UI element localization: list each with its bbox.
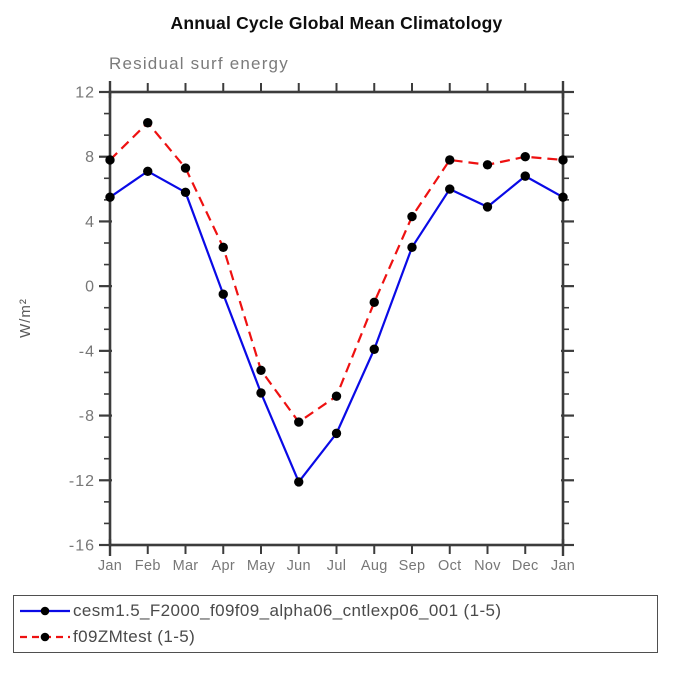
legend: cesm1.5_F2000_f09f09_alpha06_cntlexp06_0…: [13, 595, 658, 653]
data-point-s0-Dec: [520, 171, 530, 181]
y-tick-label: 8: [85, 149, 95, 166]
data-point-s0-May: [256, 388, 266, 398]
series-line-1: [109, 121, 564, 424]
data-point-s0-Feb: [143, 166, 153, 176]
x-tick-label: Feb: [135, 558, 161, 574]
legend-line-sample-solid: [20, 606, 70, 616]
chart-title: Annual Cycle Global Mean Climatology: [170, 13, 503, 33]
y-tick-label: 0: [85, 279, 95, 296]
data-point-s0-Jan: [105, 192, 115, 202]
legend-label: cesm1.5_F2000_f09f09_alpha06_cntlexp06_0…: [73, 601, 502, 620]
legend-item-series-1: f09ZMtest (1-5): [19, 626, 657, 648]
data-point-s1-Jan: [558, 155, 568, 165]
data-point-s1-Jun: [294, 417, 304, 427]
data-point-s0-Oct: [445, 184, 455, 194]
x-tick-label: Sep: [399, 558, 426, 574]
y-tick-label: 4: [85, 214, 95, 231]
data-point-s0-Nov: [482, 202, 493, 212]
data-point-s1-Mar: [180, 163, 191, 173]
data-point-s1-Jan: [105, 155, 115, 165]
legend-label: f09ZMtest (1-5): [73, 627, 196, 646]
data-point-s1-Aug: [369, 297, 379, 308]
x-tick-label: Nov: [474, 558, 501, 574]
x-tick-label: Jan: [98, 558, 122, 574]
x-tick-label: Jan: [551, 558, 575, 574]
y-tick-label: -16: [69, 538, 95, 555]
x-tick-label: Aug: [361, 558, 388, 574]
data-point-s1-Dec: [520, 152, 530, 162]
data-point-s0-Jan: [558, 192, 568, 202]
x-tick-label: Oct: [438, 558, 461, 574]
data-point-s1-Jul: [331, 391, 342, 401]
x-tick-label: Jun: [287, 558, 311, 574]
data-point-s1-Feb: [143, 118, 153, 128]
data-point-s1-Oct: [445, 155, 455, 165]
x-tick-label: Mar: [173, 558, 199, 574]
data-point-s1-May: [256, 365, 266, 375]
data-point-s0-Apr: [218, 289, 228, 299]
data-point-s1-Nov: [482, 160, 493, 170]
y-tick-label: -12: [69, 473, 95, 490]
data-point-s0-Sep: [407, 242, 417, 253]
x-tick-label: Dec: [512, 558, 539, 574]
data-point-s0-Aug: [369, 344, 379, 354]
data-point-s0-Jun: [294, 477, 304, 487]
x-tick-label: May: [247, 558, 276, 574]
y-tick-label: -4: [79, 343, 95, 360]
data-point-s1-Sep: [407, 211, 417, 222]
legend-marker-dot: [40, 606, 50, 616]
x-tick-label: Jul: [327, 558, 346, 574]
legend-marker-dot: [40, 632, 50, 642]
x-tick-label: Apr: [212, 558, 235, 574]
y-tick-label: -8: [79, 408, 95, 425]
chart-subtitle: Residual surf energy: [109, 54, 289, 73]
data-point-s1-Apr: [218, 242, 228, 253]
y-axis-label: W/m²: [17, 298, 34, 338]
legend-line-sample-dashed: [20, 632, 70, 642]
data-point-s0-Jul: [331, 428, 342, 439]
y-tick-label: 12: [75, 85, 95, 102]
data-point-s0-Mar: [180, 187, 191, 198]
legend-item-series-0: cesm1.5_F2000_f09f09_alpha06_cntlexp06_0…: [19, 600, 657, 622]
